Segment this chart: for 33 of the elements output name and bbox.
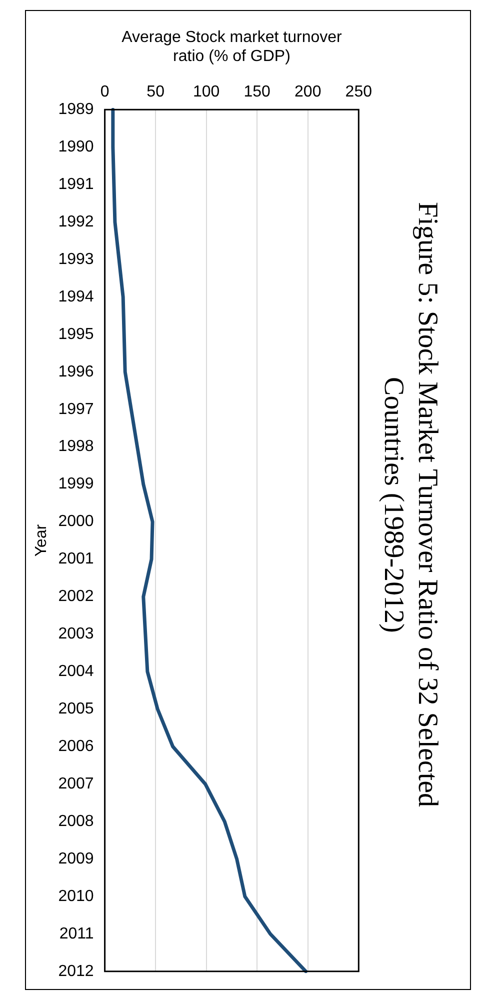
x-tick-label: 0	[100, 83, 110, 100]
y-tick-label: 1994	[58, 288, 94, 306]
x-tick-label: 50	[146, 83, 165, 100]
y-tick-label: 2005	[58, 700, 94, 718]
y-tick-label: 2001	[58, 550, 94, 568]
y-tick-label: 2002	[58, 588, 94, 606]
y-tick-label: 2011	[59, 925, 94, 942]
x-tick-label: 150	[244, 83, 271, 100]
x-tick-label: 100	[192, 83, 220, 100]
y-tick-label: 2010	[58, 888, 94, 905]
y-tick-label: 2008	[58, 812, 94, 830]
y-tick-label: 1999	[58, 476, 94, 493]
y-tick-label: 1993	[58, 250, 94, 268]
y-tick-label: 2000	[58, 513, 94, 530]
y-tick-label: 1998	[58, 438, 94, 456]
text: Figure 5: Stock Market Turnover Ratio of 32 Selected Countries (1989-2012)	[377, 201, 444, 810]
y-tick-label: 1996	[58, 363, 94, 380]
x-tick-label: 200	[294, 83, 322, 100]
y-axis-title: Year	[33, 524, 50, 557]
y-tick-label: 2003	[58, 626, 94, 643]
y-tick-label: 1992	[58, 213, 94, 230]
y-tick-label: 1989	[58, 101, 94, 118]
y-tick-label: 1995	[58, 326, 94, 343]
y-tick-label: 2006	[58, 738, 94, 755]
x-axis-title: Average Stock market turnover ratio (% of GDP)	[122, 29, 343, 66]
y-tick-label: 1990	[58, 138, 94, 156]
y-tick-label: 2009	[58, 850, 94, 868]
y-tick-label: 1991	[58, 176, 94, 193]
y-tick-label: 2012	[58, 962, 94, 980]
y-tick-label: 1997	[58, 400, 94, 418]
y-tick-label: 2007	[58, 775, 94, 792]
y-tick-label: 2004	[58, 663, 94, 680]
x-tick-label: 250	[345, 83, 372, 100]
